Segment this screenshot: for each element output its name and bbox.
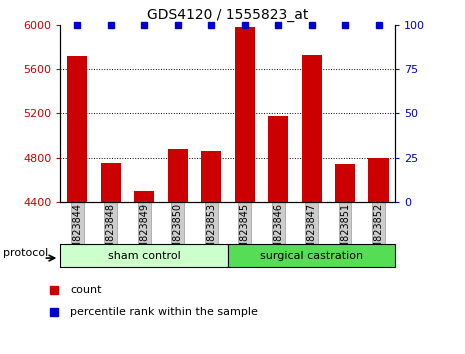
Bar xyxy=(301,55,322,202)
Bar xyxy=(201,152,221,202)
Bar xyxy=(268,116,288,202)
Text: count: count xyxy=(70,285,102,295)
Bar xyxy=(167,149,188,202)
Text: surgical castration: surgical castration xyxy=(260,251,363,261)
Bar xyxy=(60,244,228,267)
Bar xyxy=(234,27,255,202)
Title: GDS4120 / 1555823_at: GDS4120 / 1555823_at xyxy=(147,8,309,22)
Text: protocol: protocol xyxy=(3,248,48,258)
Bar xyxy=(368,158,389,202)
Bar xyxy=(228,244,395,267)
Text: sham control: sham control xyxy=(108,251,180,261)
Bar xyxy=(100,162,121,202)
Bar xyxy=(67,56,87,202)
Bar xyxy=(335,164,355,202)
Bar xyxy=(134,191,154,202)
Text: percentile rank within the sample: percentile rank within the sample xyxy=(70,307,258,317)
